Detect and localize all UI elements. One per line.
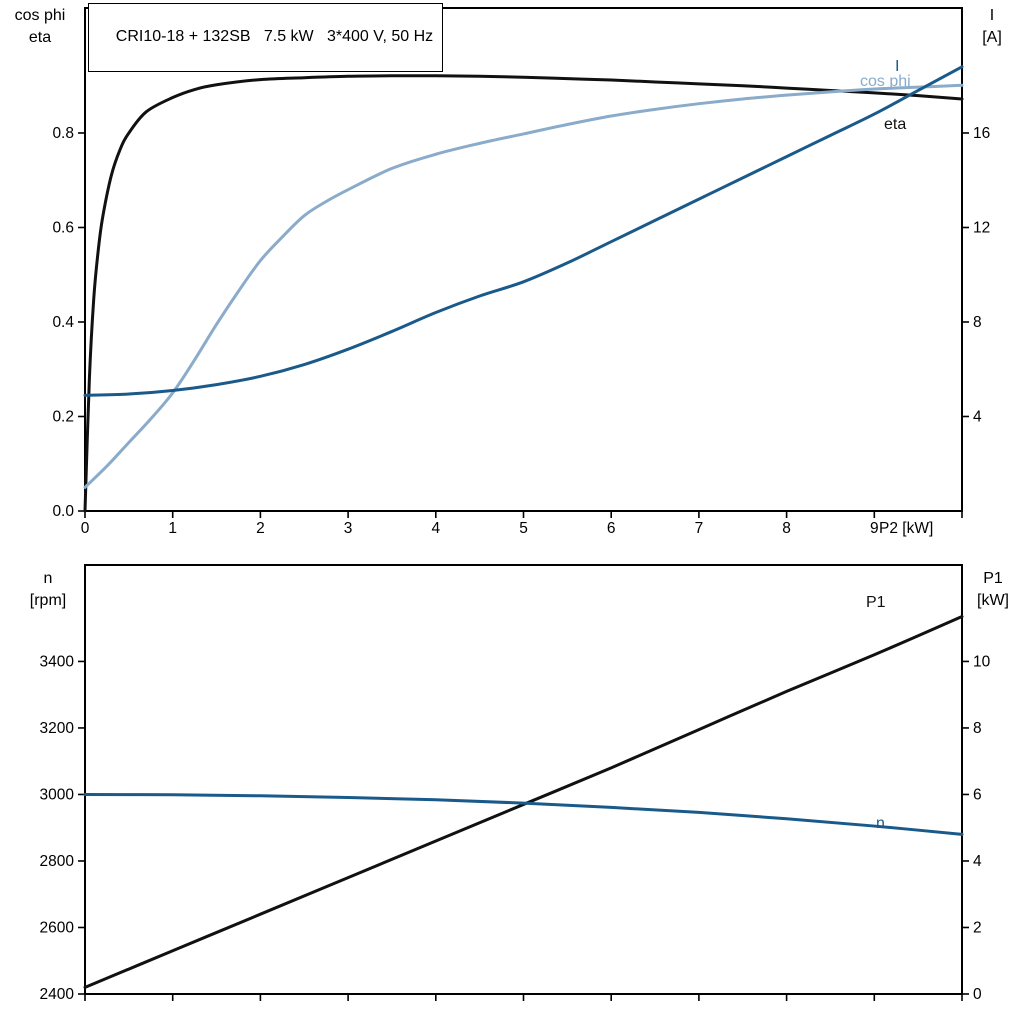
curve-label: cos phi [860, 73, 911, 90]
chart-1: 2400 2600 2800 3000 3200 3400 0 2 4 6 8 10 P1 n n [rpm]… [30, 564, 1009, 1003]
x-axis-label: P2 [kW] [879, 520, 933, 537]
right-tick-label: 4 [973, 408, 982, 425]
left-tick-label: 0.6 [52, 219, 74, 236]
right-axis-label: P1 [983, 570, 1003, 587]
left-tick-label: 2400 [40, 986, 75, 1003]
left-axis-label: eta [29, 29, 51, 46]
right-tick-label: 8 [973, 720, 982, 737]
left-tick-label: 3400 [40, 653, 75, 670]
curve-label: I [895, 58, 899, 75]
left-axis-label: n [44, 570, 53, 587]
x-tick-label: 7 [695, 520, 704, 537]
left-axis-label: [rpm] [30, 592, 66, 609]
x-tick-label: 9 [870, 520, 879, 537]
curve-label: eta [884, 116, 906, 133]
curve-label: n [876, 815, 885, 832]
x-tick-label: 4 [431, 520, 440, 537]
plot-border [84, 564, 963, 995]
right-axis-label: [A] [982, 29, 1002, 46]
x-tick-label: 0 [81, 520, 90, 537]
pump-title: CRI10-18 + 132SB 7.5 kW 3*400 V, 50 Hz [115, 27, 434, 45]
right-axis-label: [kW] [977, 592, 1009, 609]
left-tick-label: 0.0 [52, 503, 74, 520]
left-tick-label: 0.8 [52, 125, 74, 142]
right-axis-label: I [990, 7, 994, 24]
left-tick-label: 3200 [40, 720, 75, 737]
right-tick-label: 16 [973, 125, 990, 142]
right-tick-label: 12 [973, 219, 990, 236]
right-tick-label: 10 [973, 653, 991, 670]
x-tick-label: 8 [782, 520, 791, 537]
curve-I [83, 65, 964, 397]
x-tick-label: 6 [607, 520, 616, 537]
right-tick-label: 2 [973, 919, 982, 936]
right-tick-label: 4 [973, 853, 982, 870]
right-tick-label: 6 [973, 786, 982, 803]
left-axis-label: cos phi [15, 7, 66, 24]
curve-n [83, 792, 964, 836]
x-tick-label: 2 [256, 520, 265, 537]
left-tick-label: 0.2 [52, 408, 74, 425]
title-box: CRI10-18 + 132SB 7.5 kW 3*400 V, 50 Hz [88, 3, 444, 73]
x-tick-label: 3 [344, 520, 353, 537]
curve-eta [83, 74, 964, 513]
right-tick-label: 0 [973, 986, 982, 1003]
curve-label: P1 [866, 594, 886, 611]
left-tick-label: 2800 [40, 853, 75, 870]
x-tick-label: 1 [168, 520, 177, 537]
left-tick-label: 2600 [40, 919, 75, 936]
right-tick-label: 8 [973, 314, 982, 331]
left-tick-label: 0.4 [52, 314, 74, 331]
left-tick-label: 3000 [40, 786, 75, 803]
x-tick-label: 5 [519, 520, 528, 537]
curve-cos-phi [83, 83, 964, 489]
